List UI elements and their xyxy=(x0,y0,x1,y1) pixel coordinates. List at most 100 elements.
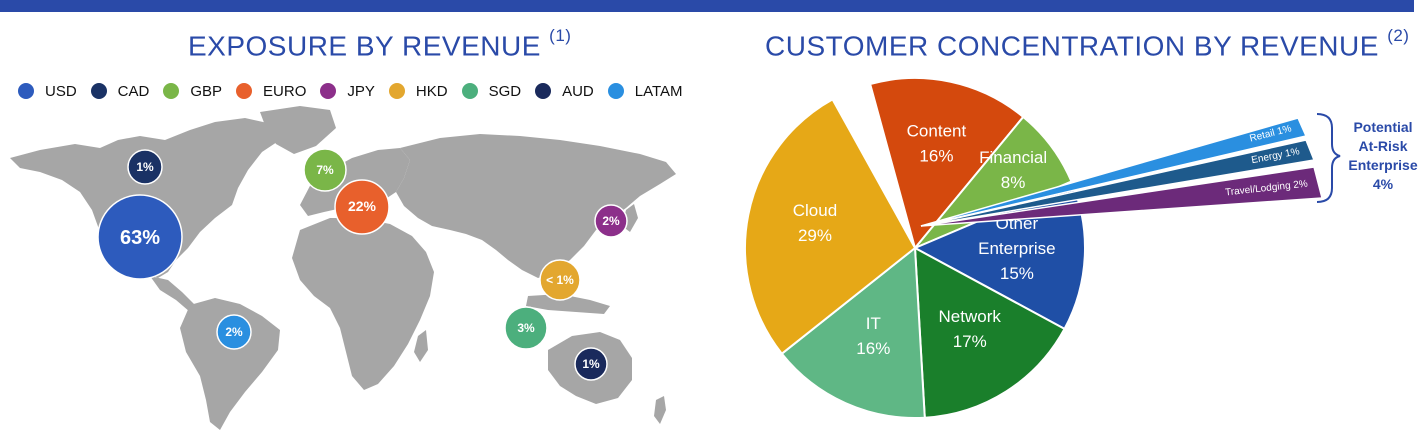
concentration-title-text: CUSTOMER CONCENTRATION BY REVENUE xyxy=(765,30,1379,62)
bubble-circle xyxy=(127,149,163,185)
bubble-euro: 22% xyxy=(334,179,390,235)
bracket-label-line: 4% xyxy=(1373,176,1394,192)
exposure-bubbles: 63% 1% 7% 22% 2% < 1% 3% 1% 2% xyxy=(97,148,628,381)
bracket-label-line: Enterprise xyxy=(1348,157,1417,173)
bubble-circle xyxy=(539,259,581,301)
bubble-sgd: 3% xyxy=(504,306,548,350)
legend-label: HKD xyxy=(415,82,448,100)
legend-item-hkd: HKD xyxy=(388,82,448,100)
exploded-wedge-energy-1 xyxy=(920,139,1316,227)
southeast-asia-islands-shape xyxy=(526,294,610,314)
world-map-chart: 63% 1% 7% 22% 2% < 1% 3% 1% 2% xyxy=(10,106,676,430)
pie-slice-label: Network xyxy=(939,307,1002,326)
pie-slice-label: IT xyxy=(866,314,881,333)
bubble-label: 2% xyxy=(602,214,620,228)
legend-item-cad: CAD xyxy=(90,82,150,100)
legend-swatch xyxy=(388,83,405,99)
bubble-cad: 1% xyxy=(127,149,163,185)
bubble-label: 2% xyxy=(225,325,243,339)
bubble-circle xyxy=(504,306,548,350)
bubble-label: < 1% xyxy=(546,273,574,287)
concentration-title: CUSTOMER CONCENTRATION BY REVENUE (2) xyxy=(765,26,1409,62)
bubble-label: 3% xyxy=(517,321,535,335)
legend-item-jpy: JPY xyxy=(320,83,375,100)
legend-label: EURO xyxy=(263,82,307,100)
legend-item-usd: USD xyxy=(18,83,77,100)
pie-slice-label: Financial xyxy=(979,148,1047,167)
exposure-title-text: EXPOSURE BY REVENUE xyxy=(188,30,541,62)
pie-slice-value: 15% xyxy=(1000,264,1034,283)
exposure-title-note: (1) xyxy=(549,26,572,45)
new-zealand-shape xyxy=(654,396,666,424)
legend-item-sgd: SGD xyxy=(461,82,522,100)
bubble-label: 63% xyxy=(120,227,160,249)
legend-label: CAD xyxy=(117,82,150,100)
central-america-shape xyxy=(150,276,196,312)
exploded-wedge-retail-1 xyxy=(920,117,1308,227)
bracket-label-line: At-Risk xyxy=(1358,138,1407,154)
pie-slice-label: Enterprise xyxy=(978,239,1055,258)
exploded-wedge-travel-lodging-2 xyxy=(920,166,1323,227)
bubble-circle xyxy=(97,194,183,280)
currency-legend: USD CAD GBP EURO JPY HKD SGD AUD LATAM xyxy=(18,80,697,102)
legend-item-euro: EURO xyxy=(236,83,306,100)
legend-swatch xyxy=(320,83,337,99)
at-risk-bracket xyxy=(1316,113,1341,203)
bubble-circle xyxy=(303,148,347,192)
madagascar-shape xyxy=(414,330,428,362)
bubble-circle xyxy=(574,347,608,381)
bubble-label: 1% xyxy=(582,357,600,371)
pie-slice-label: Content xyxy=(907,121,967,140)
legend-item-aud: AUD xyxy=(535,83,594,100)
greenland-shape xyxy=(260,106,336,154)
bubble-gbp: 7% xyxy=(303,148,347,192)
pie-slice-value: 16% xyxy=(919,146,953,165)
bubble-usd: 63% xyxy=(97,194,183,280)
legend-item-gbp: GBP xyxy=(163,83,222,100)
bubble-label: 1% xyxy=(136,160,154,174)
legend-label: LATAM xyxy=(634,82,683,100)
pie-slice-value: 16% xyxy=(856,339,890,358)
bubble-jpy: 2% xyxy=(594,204,628,238)
legend-label: SGD xyxy=(488,82,522,100)
world-map xyxy=(10,106,676,430)
pie-slice-network xyxy=(913,246,1066,419)
bubble-label: 7% xyxy=(316,163,334,177)
bubble-label: 22% xyxy=(348,198,377,214)
legend-swatch xyxy=(18,83,34,99)
bubble-circle xyxy=(334,179,390,235)
bubble-latam: 2% xyxy=(216,314,252,350)
legend-swatch xyxy=(236,83,253,99)
legend-swatch xyxy=(461,83,478,99)
top-accent-bar xyxy=(0,0,1414,12)
bubble-aud: 1% xyxy=(574,347,608,381)
africa-shape xyxy=(292,218,434,390)
pie-slices xyxy=(744,77,1086,419)
legend-label: JPY xyxy=(347,82,375,100)
legend-swatch xyxy=(607,83,624,99)
pie-slice-it xyxy=(780,246,926,419)
pie-slice-label: Cloud xyxy=(793,201,837,220)
at-risk-label: Potential At-Risk Enterprise 4% xyxy=(1348,119,1417,192)
concentration-title-note: (2) xyxy=(1387,26,1410,45)
pie-slice-value: 8% xyxy=(1001,173,1026,192)
pie-slice-value: 17% xyxy=(953,332,987,351)
legend-item-latam: LATAM xyxy=(607,82,683,100)
pie-slice-cloud xyxy=(744,97,917,356)
legend-label: GBP xyxy=(190,82,223,100)
asia-shape xyxy=(396,134,676,278)
pie-slice-content xyxy=(868,77,1025,251)
legend-label: AUD xyxy=(562,82,594,100)
exploded-wedges: Retail 1%Energy 1%Travel/Lodging 2% xyxy=(920,117,1323,227)
bubble-circle xyxy=(594,204,628,238)
pie-slice-value: 29% xyxy=(798,226,832,245)
bubble-hkd: < 1% xyxy=(539,259,581,301)
south-america-shape xyxy=(180,298,280,430)
bubble-circle xyxy=(216,314,252,350)
legend-swatch xyxy=(163,83,180,99)
legend-label: USD xyxy=(45,82,77,100)
exposure-title: EXPOSURE BY REVENUE (1) xyxy=(188,26,571,62)
bracket-label-line: Potential xyxy=(1353,119,1412,135)
